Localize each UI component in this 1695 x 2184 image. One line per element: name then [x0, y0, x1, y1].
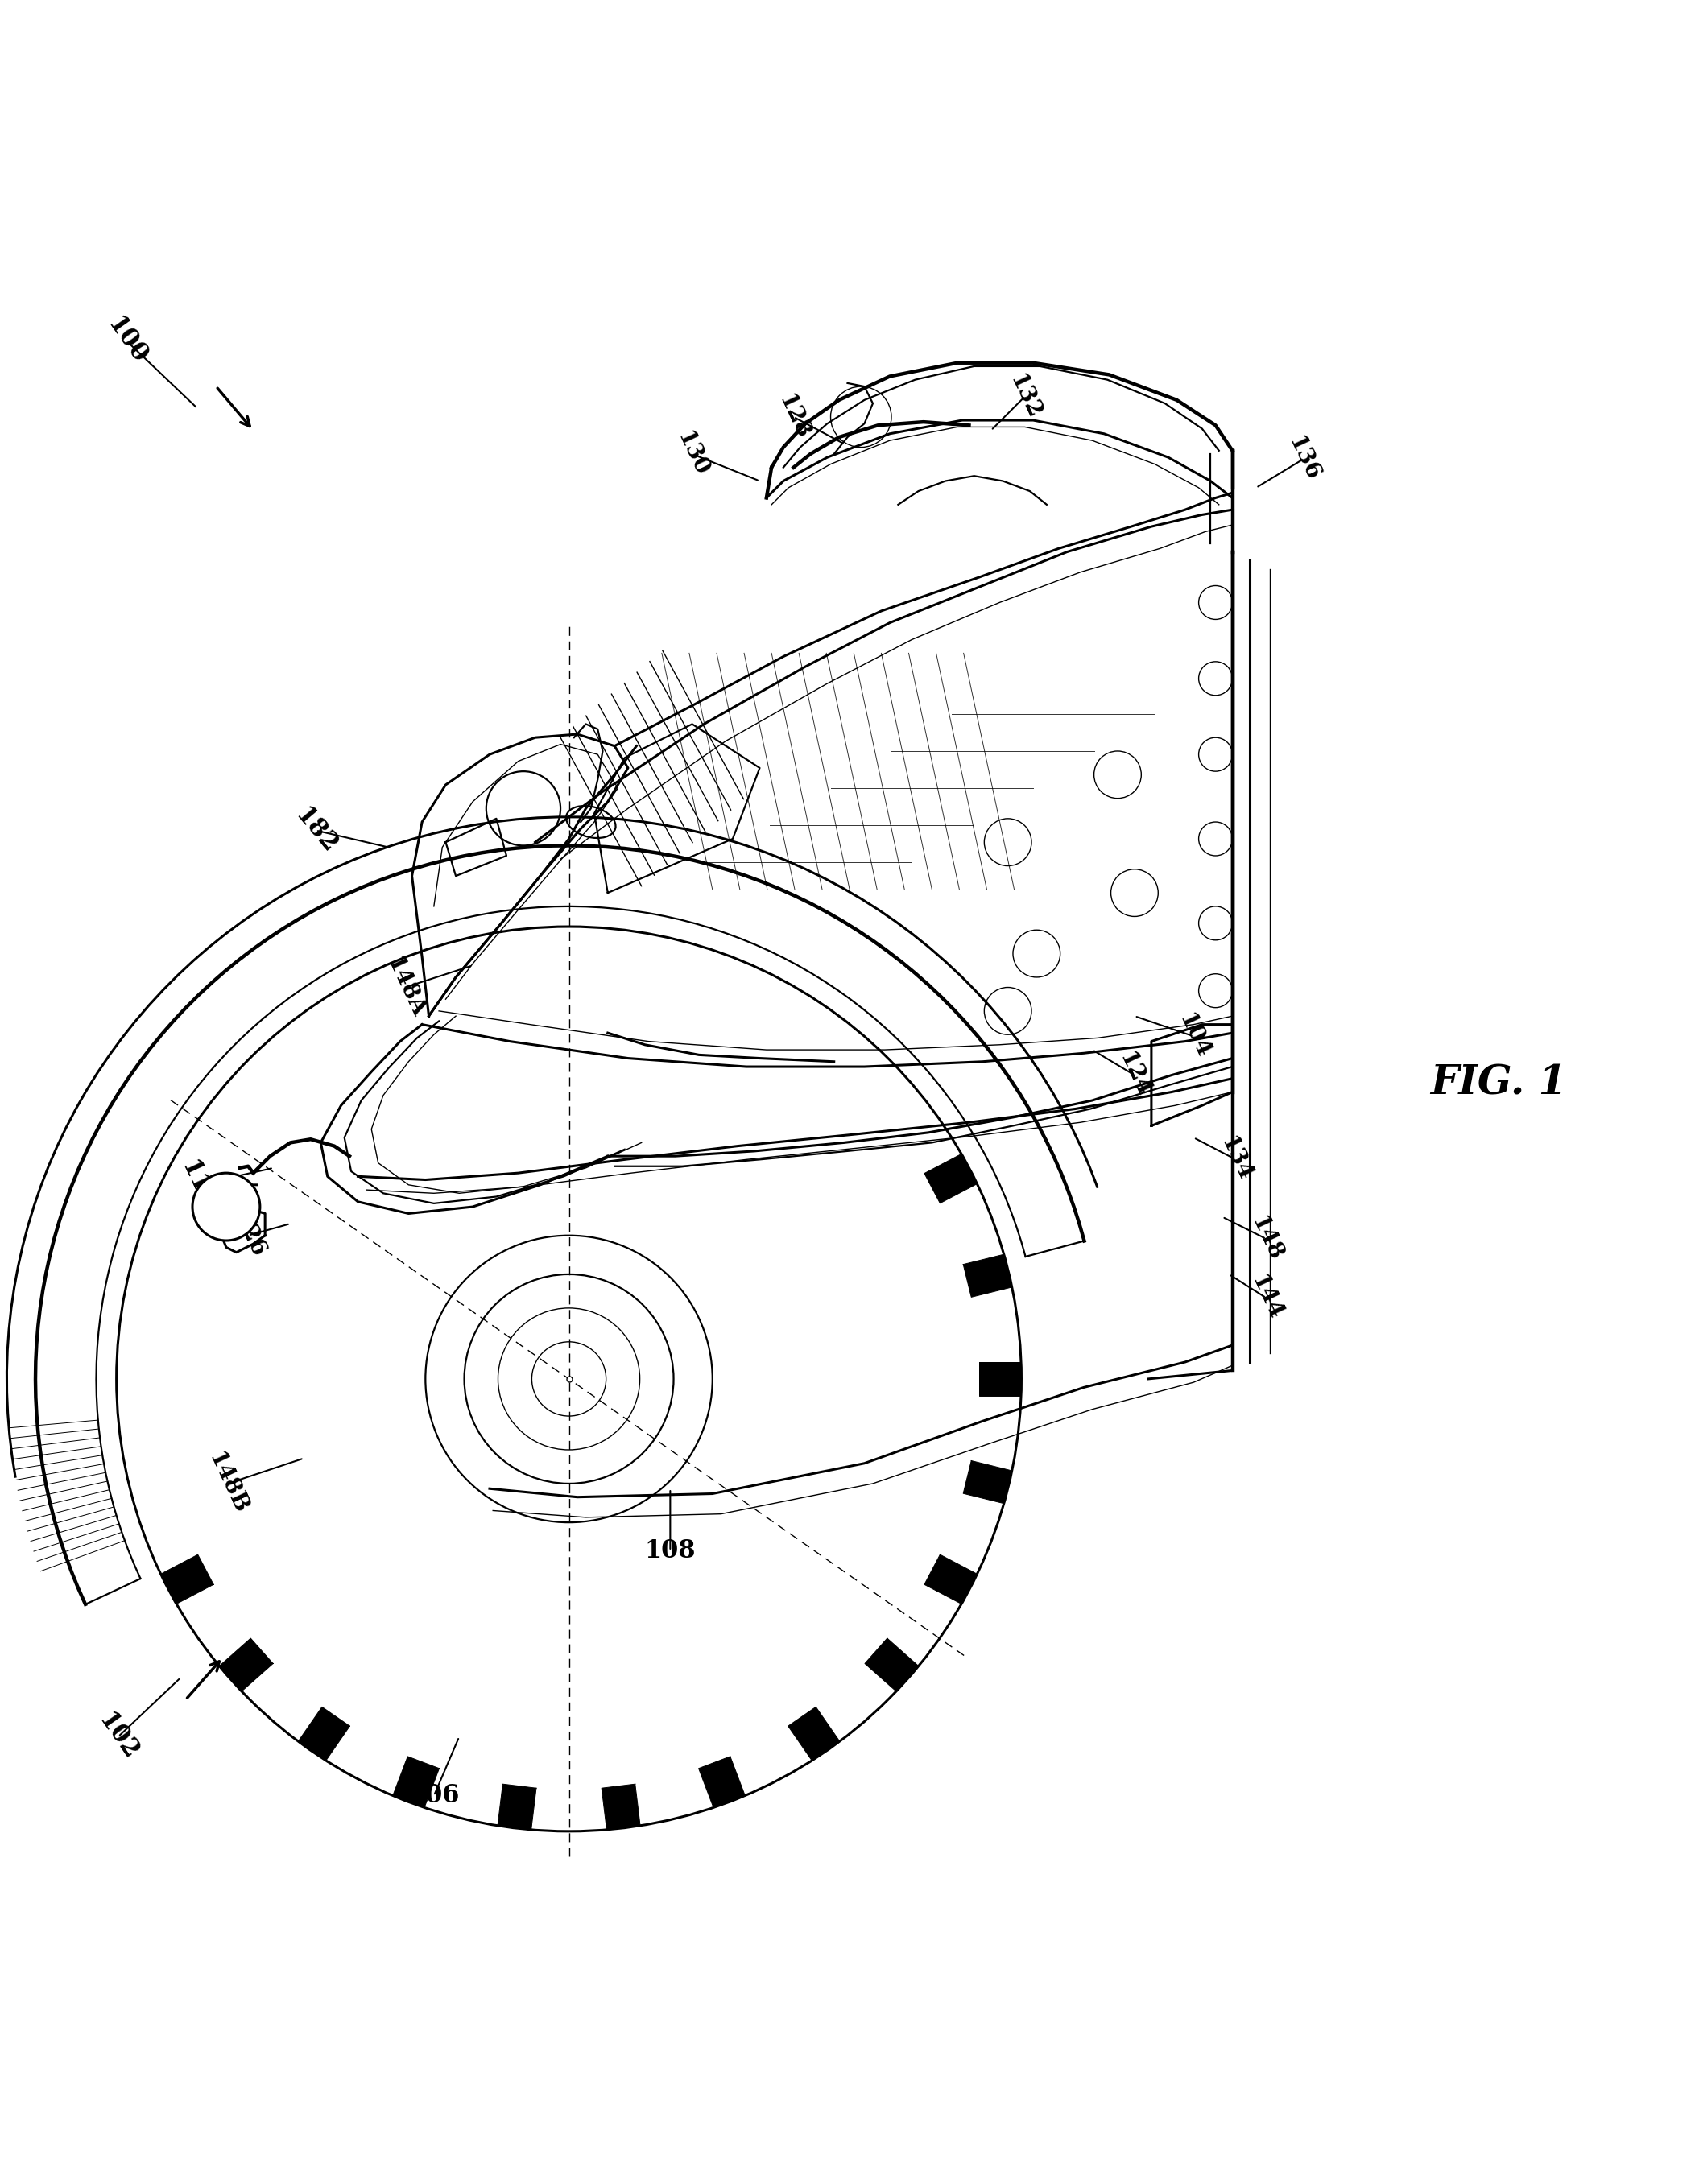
Text: 130: 130	[673, 428, 712, 480]
Polygon shape	[161, 1555, 214, 1603]
Text: FIG. 1: FIG. 1	[1431, 1064, 1566, 1103]
Polygon shape	[963, 1254, 1012, 1297]
Polygon shape	[298, 1708, 349, 1760]
Text: 128: 128	[773, 391, 814, 443]
Text: 124: 124	[1115, 1048, 1154, 1101]
Text: 148A: 148A	[381, 954, 429, 1020]
Text: 126: 126	[229, 1210, 268, 1262]
Text: 148B: 148B	[203, 1450, 251, 1518]
Text: 104: 104	[1175, 1011, 1214, 1061]
Polygon shape	[980, 1363, 1022, 1396]
Polygon shape	[498, 1784, 536, 1830]
Text: 132: 132	[1005, 371, 1044, 422]
Text: 110: 110	[175, 1158, 220, 1214]
Polygon shape	[788, 1708, 839, 1760]
Polygon shape	[219, 1638, 273, 1693]
Polygon shape	[602, 1784, 641, 1830]
Text: 102: 102	[93, 1708, 142, 1765]
Text: 148: 148	[1246, 1212, 1287, 1265]
Text: 182: 182	[290, 804, 342, 858]
Text: 108: 108	[644, 1538, 695, 1564]
Polygon shape	[393, 1756, 439, 1808]
Text: 100: 100	[102, 312, 151, 369]
Polygon shape	[924, 1555, 978, 1603]
Text: 136: 136	[1283, 432, 1324, 485]
Circle shape	[193, 1173, 259, 1241]
Polygon shape	[698, 1756, 746, 1808]
Text: 144: 144	[1246, 1273, 1287, 1324]
Polygon shape	[924, 1153, 978, 1203]
Text: 106: 106	[408, 1784, 459, 1808]
Polygon shape	[864, 1638, 919, 1693]
Polygon shape	[963, 1461, 1012, 1503]
Text: 134: 134	[1215, 1133, 1256, 1186]
